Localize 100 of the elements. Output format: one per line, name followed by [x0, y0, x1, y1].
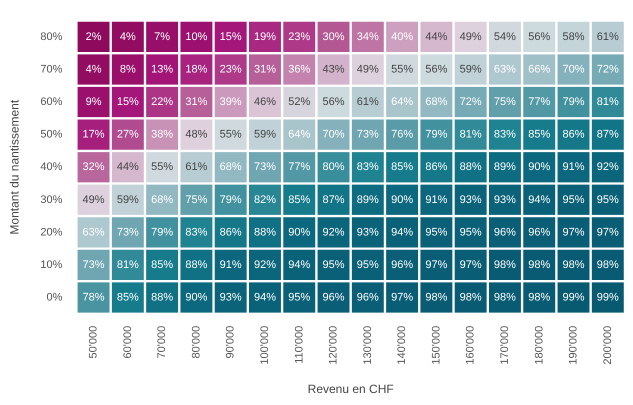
- x-tick-label: 50'000: [88, 326, 100, 358]
- data-label: 49%: [82, 194, 105, 206]
- data-label: 91%: [425, 194, 448, 206]
- data-label: 95%: [356, 258, 380, 271]
- data-label: 90%: [391, 194, 414, 206]
- data-label: 87%: [596, 128, 620, 141]
- data-label: 92%: [322, 226, 345, 238]
- data-label: 4%: [120, 30, 136, 43]
- data-label: 75%: [185, 194, 208, 206]
- data-label: 56%: [322, 96, 345, 108]
- data-label: 61%: [356, 96, 380, 108]
- x-axis-title: Revenu en CHF: [308, 382, 394, 396]
- data-label: 96%: [322, 292, 345, 304]
- data-label: 59%: [460, 63, 482, 76]
- data-label: 63%: [82, 226, 105, 238]
- data-label: 95%: [322, 258, 345, 271]
- data-label: 82%: [254, 194, 276, 206]
- data-label: 96%: [528, 226, 550, 238]
- data-label: 98%: [425, 292, 448, 304]
- data-label: 96%: [391, 258, 414, 271]
- data-label: 17%: [82, 128, 105, 141]
- data-label: 18%: [185, 63, 208, 76]
- data-label: 83%: [185, 226, 208, 238]
- data-label: 27%: [116, 128, 140, 141]
- data-label: 97%: [460, 258, 482, 271]
- data-label: 96%: [356, 292, 380, 304]
- data-label: 95%: [562, 194, 585, 206]
- data-label: 64%: [391, 96, 414, 108]
- data-label: 59%: [116, 194, 140, 206]
- data-label: 98%: [494, 258, 516, 271]
- data-label: 92%: [596, 161, 620, 174]
- data-label: 63%: [494, 63, 516, 76]
- data-label: 22%: [151, 96, 174, 108]
- data-label: 31%: [185, 96, 208, 108]
- data-label: 90%: [528, 161, 550, 174]
- data-label: 73%: [116, 226, 140, 238]
- data-label: 40%: [391, 30, 414, 43]
- y-tick-label: 20%: [40, 226, 63, 238]
- data-label: 13%: [151, 63, 174, 76]
- data-label: 89%: [494, 161, 516, 174]
- data-label: 55%: [391, 63, 414, 76]
- data-label: 38%: [151, 128, 174, 141]
- data-label: 68%: [220, 161, 242, 174]
- data-label: 93%: [356, 226, 380, 238]
- data-label: 81%: [460, 128, 482, 141]
- data-label: 99%: [596, 292, 620, 304]
- data-label: 96%: [494, 226, 516, 238]
- data-label: 36%: [288, 63, 310, 76]
- data-label: 76%: [391, 128, 414, 141]
- y-tick-label: 10%: [40, 258, 63, 271]
- data-label: 73%: [356, 128, 380, 141]
- x-tick-label: 170'000: [498, 326, 511, 365]
- data-label: 97%: [425, 258, 448, 271]
- x-tick-label: 180'000: [533, 326, 546, 365]
- data-label: 61%: [596, 30, 620, 43]
- data-label: 88%: [254, 226, 276, 238]
- data-label: 91%: [562, 161, 585, 174]
- y-tick-label: 40%: [40, 161, 63, 174]
- data-label: 79%: [562, 96, 585, 108]
- data-label: 68%: [151, 194, 174, 206]
- data-label: 70%: [562, 63, 585, 76]
- data-label: 98%: [528, 292, 550, 304]
- x-tick-label: 130'000: [362, 326, 374, 365]
- data-label: 81%: [596, 96, 620, 108]
- data-label: 97%: [562, 226, 585, 238]
- data-label: 93%: [220, 292, 242, 304]
- data-label: 85%: [116, 292, 140, 304]
- data-label: 70%: [322, 128, 345, 141]
- data-label: 91%: [220, 258, 242, 271]
- data-label: 44%: [425, 30, 448, 43]
- data-label: 68%: [425, 96, 448, 108]
- y-tick-label: 60%: [40, 96, 63, 108]
- data-label: 98%: [528, 258, 550, 271]
- data-label: 72%: [460, 96, 482, 108]
- data-label: 9%: [86, 96, 102, 108]
- data-label: 95%: [596, 194, 620, 206]
- x-tick-label: 100'000: [259, 326, 272, 365]
- data-label: 99%: [562, 292, 585, 304]
- data-label: 86%: [220, 226, 242, 238]
- y-tick-label: 80%: [40, 30, 63, 43]
- data-label: 49%: [356, 63, 380, 76]
- data-label: 44%: [116, 161, 140, 174]
- data-label: 8%: [120, 63, 136, 76]
- data-label: 98%: [596, 258, 620, 271]
- data-label: 48%: [185, 128, 208, 141]
- data-label: 73%: [82, 258, 105, 271]
- data-label: 97%: [391, 292, 414, 304]
- data-label: 73%: [254, 161, 276, 174]
- data-label: 19%: [254, 30, 276, 43]
- x-tick-label: 200'000: [602, 326, 614, 365]
- data-label: 59%: [254, 128, 276, 141]
- x-tick-label: 60'000: [122, 326, 134, 358]
- data-label: 92%: [254, 258, 276, 271]
- data-label: 30%: [322, 30, 345, 43]
- data-label: 15%: [220, 30, 242, 43]
- data-label: 49%: [460, 30, 482, 43]
- data-label: 86%: [562, 128, 585, 141]
- y-tick-label: 30%: [40, 194, 63, 206]
- data-label: 85%: [151, 258, 174, 271]
- x-tick-label: 120'000: [328, 326, 340, 365]
